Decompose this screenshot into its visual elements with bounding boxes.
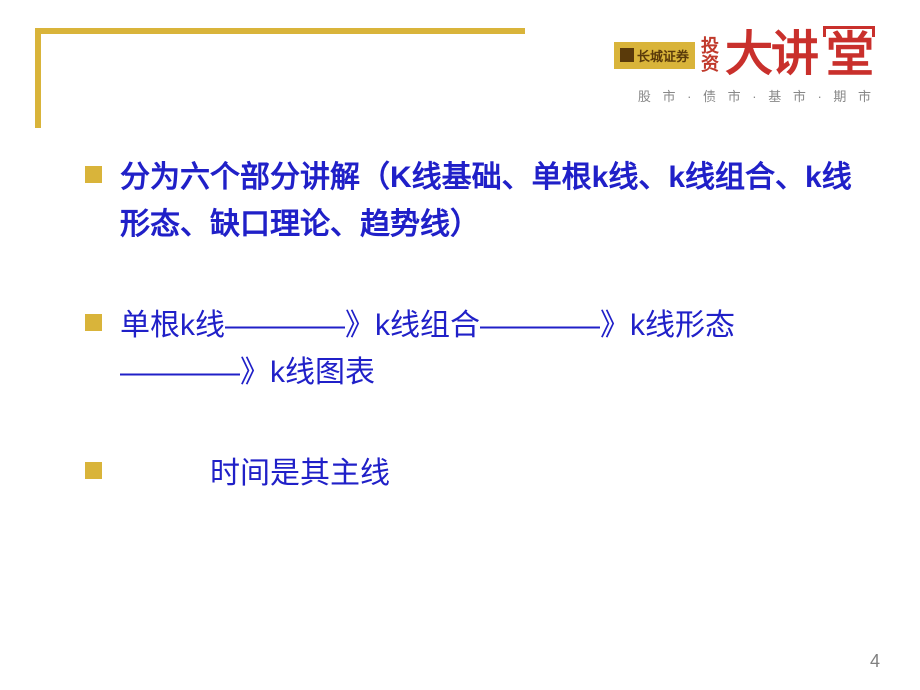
corner-horizontal-bar xyxy=(35,28,525,34)
page-number: 4 xyxy=(870,651,880,672)
logo-company-text: 长城证券 xyxy=(637,46,689,65)
bullet-item: 时间是其主线 xyxy=(85,451,860,498)
logo-invest-top: 投 xyxy=(701,37,719,55)
logo-company-badge: 长城证券 xyxy=(614,42,695,69)
logo-invest-bottom: 资 xyxy=(701,55,719,73)
bullet-item: 分为六个部分讲解（K线基础、单根k线、k线组合、k线形态、缺口理论、趋势线） xyxy=(85,155,860,248)
logo-row: 长城证券 投 资 大讲 堂 xyxy=(614,30,875,80)
logo-subtitle: 股 市 · 债 市 · 基 市 · 期 市 xyxy=(638,86,875,105)
content-area: 分为六个部分讲解（K线基础、单根k线、k线组合、k线形态、缺口理论、趋势线） 单… xyxy=(85,155,860,553)
bullet-item: 单根k线————》k线组合————》k线形态————》k线图表 xyxy=(85,303,860,396)
logo-big-2: 堂 xyxy=(823,30,875,80)
bullet-square-icon xyxy=(85,166,102,183)
corner-vertical-bar xyxy=(35,28,41,128)
bullet-square-icon xyxy=(85,462,102,479)
logo-big-1: 大讲 xyxy=(725,31,817,79)
bullet-text: 时间是其主线 xyxy=(120,451,390,498)
bullet-text: 分为六个部分讲解（K线基础、单根k线、k线组合、k线形态、缺口理论、趋势线） xyxy=(120,155,860,248)
bullet-text: 单根k线————》k线组合————》k线形态————》k线图表 xyxy=(120,303,860,396)
logo-badge-icon xyxy=(620,48,634,62)
logo-invest: 投 资 xyxy=(701,37,719,73)
logo-tang-char: 堂 xyxy=(823,30,875,80)
logo-area: 长城证券 投 资 大讲 堂 股 市 · 债 市 · 基 市 · 期 市 xyxy=(614,30,875,105)
bullet-square-icon xyxy=(85,314,102,331)
